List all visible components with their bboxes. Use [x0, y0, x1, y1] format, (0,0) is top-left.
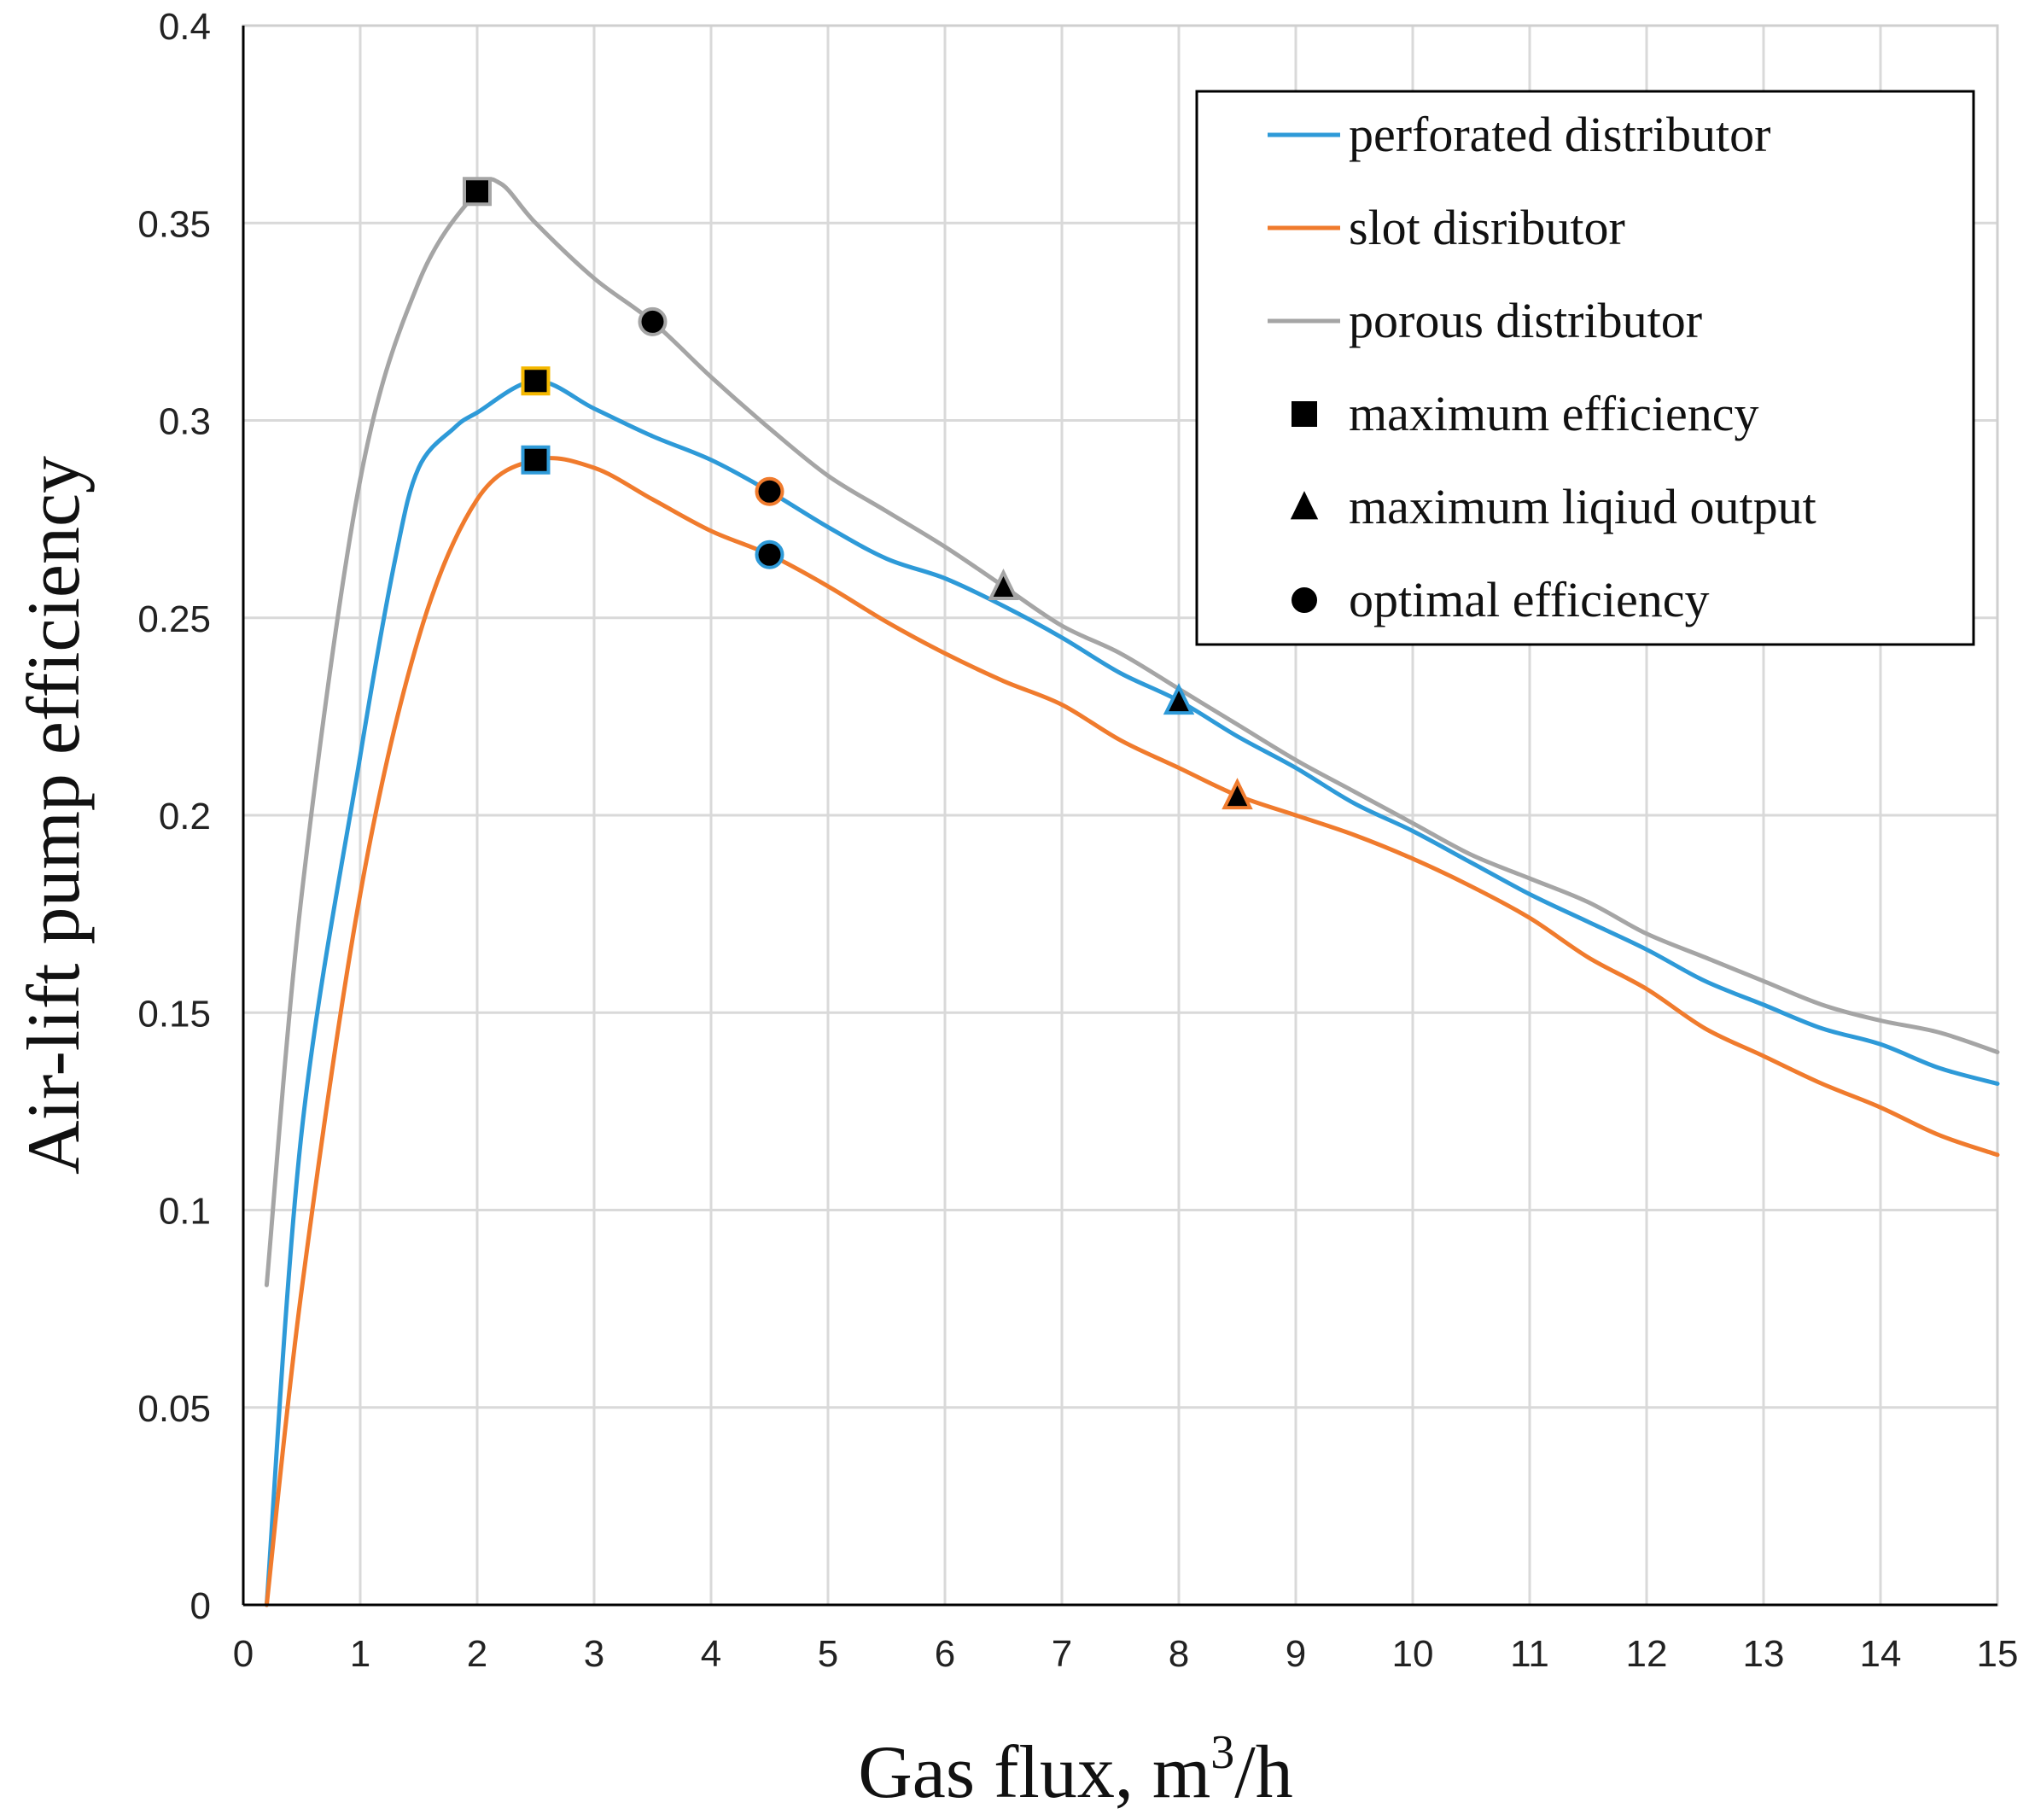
legend-swatch	[1292, 587, 1317, 613]
x-axis-title: Gas flux, m3/h	[858, 1726, 1293, 1814]
legend-swatch	[1290, 491, 1319, 520]
x-tick-label: 1	[350, 1633, 370, 1675]
y-tick-label: 0.2	[159, 796, 211, 837]
legend-box	[1195, 90, 1975, 646]
y-tick-label: 0.35	[137, 203, 211, 245]
y-tick-label: 0.1	[159, 1191, 211, 1233]
series-line-slot-disributor	[264, 456, 2000, 1607]
legend-label: maximum liqiud output	[1349, 479, 1816, 534]
x-tick-label: 14	[1860, 1633, 1902, 1675]
x-tick-label: 4	[701, 1633, 721, 1675]
series-line-porous-distributor	[264, 177, 2000, 1287]
x-axis-title-tail: /h	[1234, 1731, 1292, 1814]
y-tick-label: 0.25	[137, 598, 211, 640]
x-tick-label: 2	[467, 1633, 487, 1675]
x-tick-label: 12	[1626, 1633, 1668, 1675]
x-tick-label: 8	[1169, 1633, 1189, 1675]
y-axis-title: Air-lift pump efficiency	[13, 456, 96, 1175]
y-tick-label: 0	[190, 1585, 211, 1627]
marker-optimal-efficiency	[638, 306, 668, 336]
marker-maximum-efficiency	[521, 445, 551, 475]
legend-label: porous distributor	[1349, 293, 1702, 348]
series-line-perforated-distributor	[264, 378, 2000, 1607]
x-tick-label: 0	[233, 1633, 254, 1675]
legend: perforated distributor slot disributor por…	[1195, 90, 1975, 646]
marker-maximum-liqiud-output	[1222, 778, 1253, 810]
x-tick-label: 7	[1052, 1633, 1072, 1675]
x-tick-label: 11	[1510, 1633, 1549, 1675]
marker-maximum-efficiency	[463, 177, 492, 207]
legend-label: perforated distributor	[1349, 107, 1770, 162]
x-tick-label: 5	[818, 1633, 838, 1675]
x-tick-label: 9	[1286, 1633, 1306, 1675]
x-tick-label: 15	[1977, 1633, 2019, 1675]
y-tick-label: 0.05	[137, 1388, 211, 1430]
legend-swatch	[1292, 401, 1317, 427]
marker-optimal-efficiency	[755, 540, 784, 569]
x-tick-label: 10	[1392, 1633, 1434, 1675]
series-lines	[264, 177, 2000, 1607]
x-axis-ticks: 0 1 2 3 4 5 6 7 8 9 10 11 12 13 14 15	[233, 1633, 2019, 1675]
markers	[463, 177, 1253, 810]
legend-label: optimal efficiency	[1349, 572, 1709, 627]
y-axis-ticks: 0 0.05 0.1 0.15 0.2 0.25 0.3 0.35 0.4	[137, 6, 211, 1627]
y-tick-label: 0.15	[137, 993, 211, 1035]
x-tick-label: 3	[584, 1633, 604, 1675]
x-tick-label: 6	[935, 1633, 955, 1675]
marker-maximum-liqiud-output	[1163, 683, 1195, 715]
legend-label: maximum efficiency	[1349, 386, 1758, 441]
marker-maximum-efficiency	[521, 366, 551, 396]
y-tick-label: 0.3	[159, 401, 211, 443]
y-tick-label: 0.4	[159, 6, 211, 48]
x-tick-label: 13	[1743, 1633, 1785, 1675]
marker-optimal-efficiency	[755, 476, 784, 506]
x-axis-title-sup: 3	[1210, 1726, 1234, 1779]
x-axis-title-main: Gas flux, m	[858, 1731, 1210, 1814]
marker-maximum-liqiud-output	[988, 568, 1019, 600]
legend-label: slot disributor	[1349, 200, 1625, 255]
